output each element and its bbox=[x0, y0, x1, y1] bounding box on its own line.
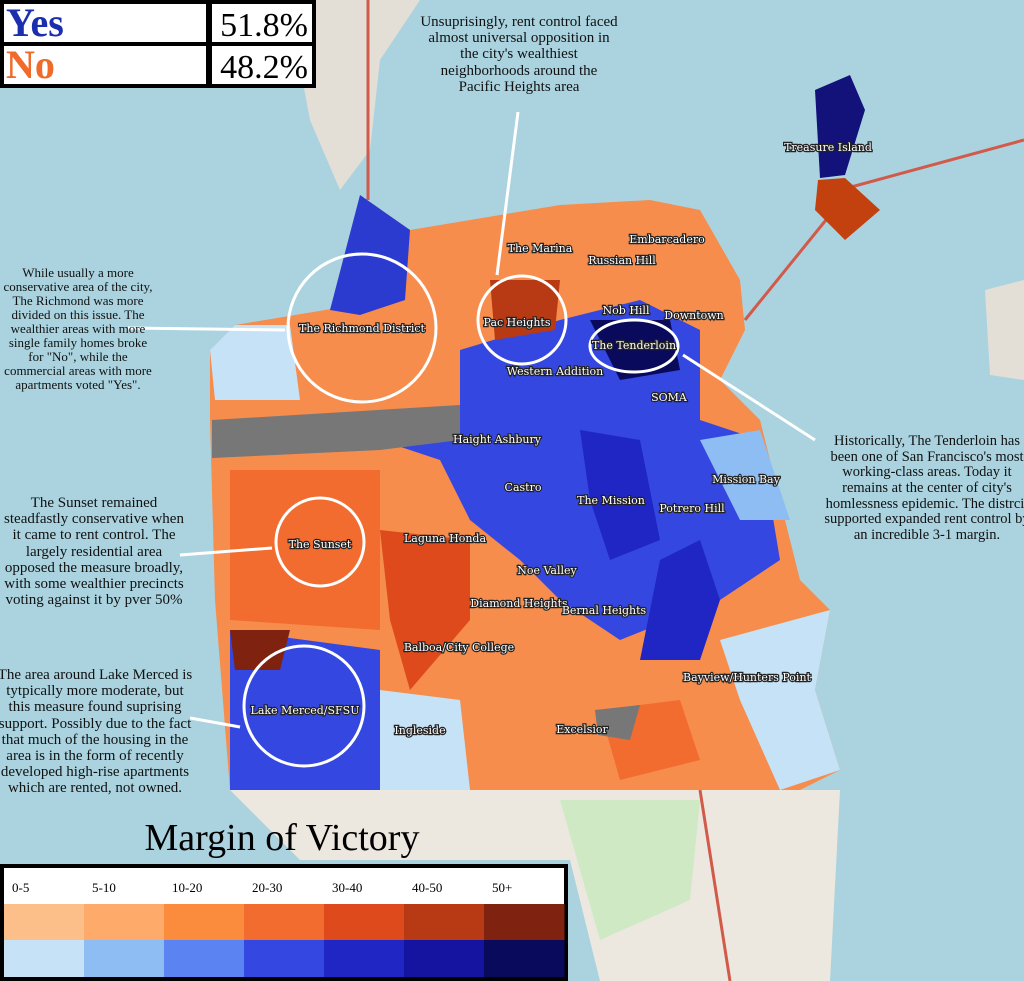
legend-swatch-yes bbox=[484, 940, 565, 977]
neighborhood-label: Russian Hill bbox=[588, 254, 656, 267]
legend-swatch-no bbox=[4, 904, 85, 940]
no-data-area bbox=[595, 705, 640, 740]
legend-swatch-yes bbox=[84, 940, 165, 977]
highlight-circle bbox=[242, 644, 366, 768]
neighborhood-label: The Tenderloin bbox=[592, 339, 676, 352]
no-label: No bbox=[6, 42, 55, 87]
legend-range-label: 40-50 bbox=[412, 880, 442, 895]
arrow bbox=[189, 716, 241, 729]
bay-bridge-east bbox=[839, 138, 1024, 192]
legend-range-label: 20-30 bbox=[252, 880, 282, 895]
yerba-buena-island bbox=[815, 178, 880, 240]
legend-title: Margin of Victory bbox=[145, 817, 420, 859]
legend-swatch-yes bbox=[4, 940, 85, 977]
neighborhood-label: SOMA bbox=[651, 391, 688, 404]
arrow bbox=[179, 546, 273, 557]
legend-range-label: 30-40 bbox=[332, 880, 362, 895]
arrow bbox=[127, 326, 286, 332]
park-land bbox=[560, 800, 700, 940]
neighborhood-labels: The Marina Russian Hill Embarcadero Treasur… bbox=[249, 140, 873, 738]
neighborhood-label: Embarcadero bbox=[629, 233, 705, 246]
legend-swatch-yes bbox=[404, 940, 485, 977]
precinct-area bbox=[580, 430, 660, 560]
annotation: The area around Lake Merced is tytpicall… bbox=[0, 667, 193, 797]
neighborhood-label: Bayview/Hunters Point bbox=[683, 671, 811, 684]
neighborhood-label: Potrero Hill bbox=[659, 502, 725, 515]
yes-label: Yes bbox=[6, 0, 64, 45]
legend-swatch-no bbox=[404, 904, 485, 940]
legend-swatch-no bbox=[324, 904, 405, 940]
highway bbox=[698, 789, 732, 981]
neighborhood-label: The Marina bbox=[508, 242, 573, 255]
results-cell bbox=[212, 46, 312, 84]
yes-percent: 51.8% bbox=[220, 7, 308, 44]
neighborhood-label: Ingleside bbox=[394, 724, 445, 737]
bay-bridge bbox=[743, 214, 832, 321]
legend-swatch-yes bbox=[164, 940, 245, 977]
precinct-area bbox=[380, 530, 470, 690]
legend-swatch-no bbox=[164, 904, 245, 940]
alameda-land bbox=[985, 280, 1024, 380]
legend-swatch-no bbox=[84, 904, 165, 940]
neighborhood-label: Mission Bay bbox=[712, 473, 780, 486]
neighborhood-label: Pac Heights bbox=[484, 316, 551, 329]
neighborhood-label: Excelsior bbox=[556, 723, 608, 736]
legend-swatch-no bbox=[244, 904, 325, 940]
neighborhood-label: Lake Merced/SFSU bbox=[251, 704, 360, 717]
legend-swatch-yes bbox=[324, 940, 405, 977]
precinct-area bbox=[380, 690, 470, 790]
neighborhood-label: The Mission bbox=[577, 494, 645, 507]
results-cell bbox=[4, 46, 206, 84]
highlight-circle bbox=[476, 274, 568, 366]
highlights bbox=[127, 111, 816, 768]
treasure-island bbox=[815, 75, 865, 178]
precinct-area bbox=[210, 325, 300, 400]
neighborhood-label: Haight Ashbury bbox=[453, 433, 542, 446]
precinct-area bbox=[700, 430, 790, 520]
highlight-circle bbox=[286, 252, 438, 404]
legend-range-label: 0-5 bbox=[12, 880, 29, 895]
arrow bbox=[682, 353, 816, 442]
neighborhood-label: Nob Hill bbox=[603, 304, 650, 317]
neighborhood-label: Western Addition bbox=[507, 365, 604, 378]
no-percent: 48.2% bbox=[220, 49, 308, 86]
legend-swatch-no bbox=[484, 904, 565, 940]
annotation: The Sunset remained steadfastly conserva… bbox=[4, 495, 184, 609]
neighborhood-label: Castro bbox=[505, 481, 542, 494]
precinct-area bbox=[640, 540, 720, 660]
precinct-area bbox=[490, 280, 560, 340]
legend-range-label: 5-10 bbox=[92, 880, 116, 895]
neighborhood-label: The Richmond District bbox=[299, 322, 425, 335]
results-cell bbox=[212, 4, 312, 42]
neighborhood-label: Noe Valley bbox=[517, 564, 577, 577]
precinct-area bbox=[590, 320, 680, 380]
highlight-circle bbox=[274, 496, 366, 588]
precinct-area bbox=[230, 630, 290, 670]
precinct-area bbox=[230, 470, 380, 630]
results-cell bbox=[4, 4, 206, 42]
marin-land bbox=[295, 0, 420, 190]
arrow bbox=[495, 111, 520, 276]
golden-gate-park bbox=[212, 405, 460, 458]
legend-range-label: 10-20 bbox=[172, 880, 202, 895]
neighborhood-label: Treasure Island bbox=[784, 141, 872, 154]
neighborhood-label: Laguna Honda bbox=[404, 532, 486, 545]
legend-label-row bbox=[4, 868, 564, 904]
neighborhood-label: The Sunset bbox=[289, 538, 352, 551]
legend-swatch-yes bbox=[244, 940, 325, 977]
annotation: Historically, The Tenderloin has been on… bbox=[824, 433, 1024, 543]
annotation: Unsuprisingly, rent control faced almost… bbox=[420, 14, 618, 95]
legend-range-label: 50+ bbox=[492, 880, 512, 895]
annotation: While usually a more conservative area o… bbox=[3, 265, 153, 393]
precinct-area bbox=[720, 610, 840, 790]
legend: 0-5 5-10 10-20 20-30 30-40 40-50 50+ bbox=[4, 880, 565, 977]
neighborhood-label: Downtown bbox=[664, 309, 724, 322]
neighborhood-label: Balboa/City College bbox=[404, 641, 514, 654]
neighborhood-label: Bernal Heights bbox=[562, 604, 647, 617]
highlight-circle bbox=[588, 318, 680, 374]
neighborhood-label: Diamond Heights bbox=[470, 597, 568, 610]
